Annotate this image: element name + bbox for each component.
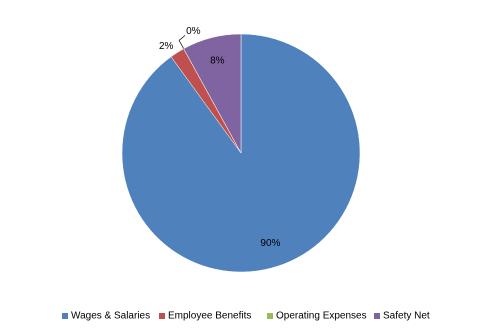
- legend-label: Wages & Salaries: [71, 311, 150, 322]
- slice-label: 8%: [210, 55, 225, 66]
- slice-label: 2%: [159, 41, 174, 52]
- leader-line: [178, 35, 186, 49]
- pie-slice: [183, 33, 242, 154]
- legend-swatch: [159, 313, 165, 319]
- legend-label: Operating Expenses: [276, 311, 367, 322]
- legend-label: Safety Net: [383, 311, 430, 322]
- legend-swatch: [62, 313, 68, 319]
- legend-swatch: [374, 313, 380, 319]
- legend-label: Employee Benefits: [168, 311, 251, 322]
- slice-label: 90%: [260, 238, 280, 249]
- legend-swatch: [267, 313, 273, 319]
- slice-label: 0%: [186, 26, 201, 37]
